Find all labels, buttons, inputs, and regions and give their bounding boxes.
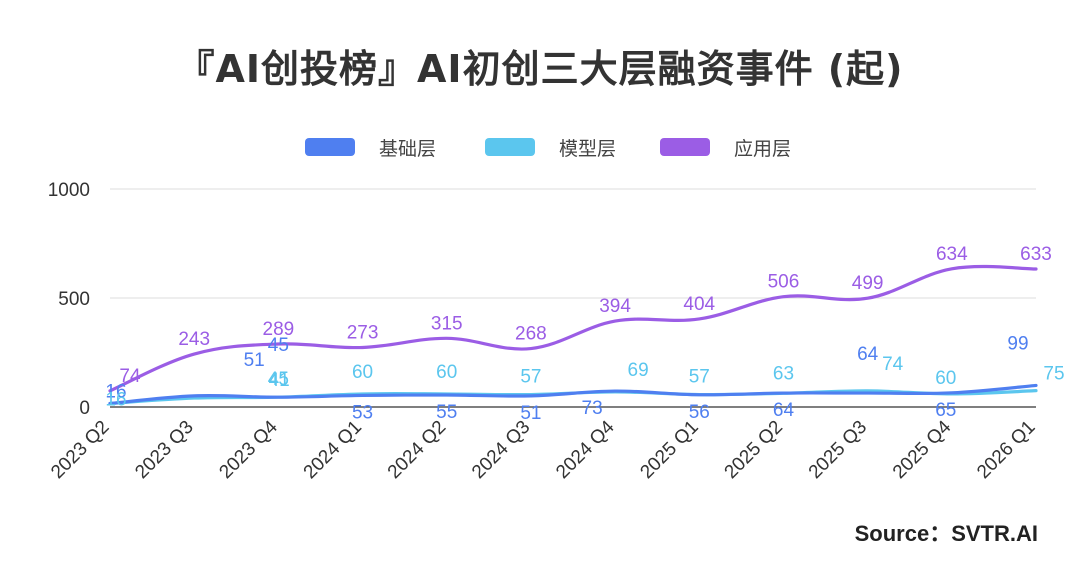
legend-swatch <box>305 138 355 156</box>
series-line <box>108 264 1038 393</box>
legend-label: 应用层 <box>734 137 792 160</box>
data-label: 64 <box>857 344 879 365</box>
y-tick-label: 1000 <box>48 180 90 201</box>
data-label: 63 <box>773 363 794 384</box>
source-note: Source：SVTR.AI <box>854 521 1038 546</box>
x-tick-label: 2025 Q1 <box>636 417 702 483</box>
data-label: 65 <box>935 400 956 421</box>
x-tick-label: 2025 Q2 <box>721 417 787 483</box>
data-label: 74 <box>882 354 904 375</box>
data-label: 499 <box>852 273 884 294</box>
data-label: 60 <box>352 362 373 383</box>
x-tick-label: 2023 Q4 <box>215 416 282 483</box>
data-label: 51 <box>244 350 265 371</box>
y-tick-label: 500 <box>58 289 90 310</box>
data-label: 16 <box>105 382 126 403</box>
data-label: 45 <box>268 369 289 390</box>
x-tick-label: 2024 Q1 <box>300 417 366 483</box>
data-label: 268 <box>515 324 547 345</box>
x-tick-label: 2023 Q3 <box>131 417 197 483</box>
x-tick-label: 2023 Q2 <box>47 417 113 483</box>
data-label: 404 <box>683 294 715 315</box>
data-label: 60 <box>436 362 457 383</box>
data-label: 57 <box>520 367 541 388</box>
legend-item: 模型层 <box>485 134 616 160</box>
data-label: 506 <box>768 272 800 293</box>
data-label: 73 <box>582 398 603 419</box>
x-tick-label: 2024 Q4 <box>552 416 619 483</box>
data-label: 69 <box>628 360 649 381</box>
data-label: 243 <box>178 329 210 350</box>
data-label: 394 <box>599 296 631 317</box>
data-label: 56 <box>689 402 710 423</box>
legend: 基础层 模型层 应用层 <box>0 134 1080 160</box>
data-label: 45 <box>268 335 289 356</box>
legend-label: 基础层 <box>379 137 437 160</box>
legend-swatch <box>660 138 710 156</box>
data-label: 60 <box>935 368 956 389</box>
data-label: 53 <box>352 402 373 423</box>
x-tick-label: 2024 Q3 <box>468 417 534 483</box>
x-tick-label: 2025 Q3 <box>805 417 871 483</box>
data-label: 634 <box>936 244 968 265</box>
data-label: 51 <box>520 403 541 424</box>
legend-item: 应用层 <box>660 134 791 160</box>
data-label: 273 <box>347 322 379 343</box>
data-label: 75 <box>1043 364 1064 385</box>
data-label: 633 <box>1020 244 1052 265</box>
data-label: 16 <box>105 390 126 411</box>
legend-swatch <box>485 138 535 156</box>
series-line <box>108 383 1038 406</box>
data-label: 57 <box>689 367 710 388</box>
legend-label: 模型层 <box>559 137 617 160</box>
legend-item: 基础层 <box>305 134 436 160</box>
data-label: 64 <box>773 400 795 421</box>
x-tick-label: 2026 Q1 <box>973 417 1039 483</box>
data-label: 99 <box>1007 333 1028 354</box>
x-tick-label: 2025 Q4 <box>889 416 956 483</box>
data-label: 74 <box>119 366 141 387</box>
y-tick-label: 0 <box>79 398 90 419</box>
x-tick-label: 2024 Q2 <box>384 417 450 483</box>
data-label: 315 <box>431 313 463 334</box>
data-label: 55 <box>436 402 457 423</box>
data-label: 289 <box>263 319 295 340</box>
data-label: 41 <box>269 370 290 391</box>
chart-title: 『AI创投榜』AI初创三大层融资事件 (起) <box>176 47 904 91</box>
